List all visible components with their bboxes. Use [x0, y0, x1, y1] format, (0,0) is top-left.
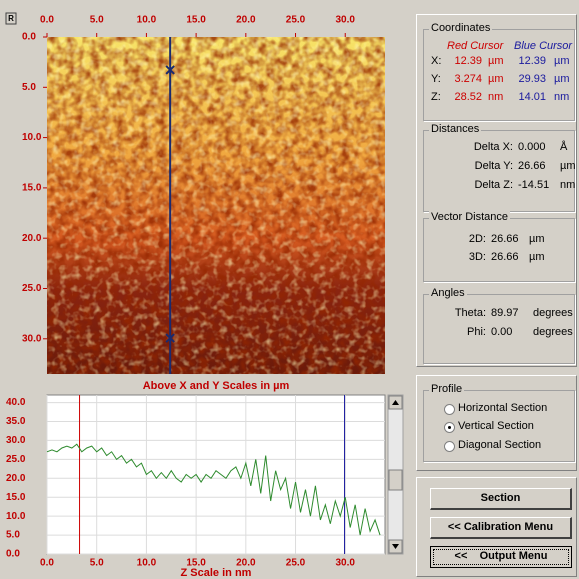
y-tick-label: 5.0 — [6, 530, 20, 541]
radio-dot — [448, 426, 451, 429]
y-tick-label: 5.0 — [22, 82, 36, 93]
radio-label[interactable]: Vertical Section — [458, 420, 534, 432]
coordinates-title: Coordinates — [429, 22, 492, 34]
image-caption: Above X and Y Scales in µm — [143, 380, 290, 392]
angles-value: 0.00 — [491, 326, 512, 338]
y-tick-label: 0.0 — [6, 549, 20, 560]
distances-title: Distances — [429, 123, 481, 135]
button[interactable]: << Output Menu — [430, 546, 572, 568]
distances-unit: nm — [560, 179, 575, 191]
vector-title: Vector Distance — [429, 211, 510, 223]
red-unit: nm — [488, 91, 503, 103]
coord-label: X: — [431, 55, 441, 67]
y-tick-label: 20.0 — [22, 233, 42, 244]
distances-value: 0.000 — [518, 141, 546, 153]
x-tick-label: 15.0 — [186, 558, 206, 569]
blue-header: Blue Cursor — [514, 40, 572, 52]
vector-distance-unit: µm — [529, 233, 545, 245]
radio-button[interactable] — [444, 404, 455, 415]
distances-label: Delta Y: — [443, 160, 513, 172]
window: R Above X and Y Scales in µm Z Scale in … — [0, 0, 579, 579]
red-header: Red Cursor — [447, 40, 503, 52]
x-tick-label: 20.0 — [236, 558, 256, 569]
x-tick-label: 20.0 — [236, 15, 256, 26]
x-tick-label: 25.0 — [286, 15, 306, 26]
distances-unit: µm — [560, 160, 576, 172]
r-button[interactable]: R — [8, 14, 14, 23]
x-tick-label: 30.0 — [336, 558, 356, 569]
angles-unit: degrees — [533, 326, 573, 338]
y-tick-label: 15.0 — [6, 492, 26, 503]
blue-value: 12.39 — [508, 55, 546, 67]
x-tick-label: 30.0 — [336, 15, 356, 26]
y-tick-label: 25.0 — [22, 283, 42, 294]
vector-distance-label: 3D: — [416, 251, 486, 263]
x-tick-label: 10.0 — [137, 558, 157, 569]
x-tick-label: 15.0 — [186, 15, 206, 26]
blue-unit: nm — [554, 91, 569, 103]
y-tick-label: 0.0 — [22, 32, 36, 43]
image-and-profile: R Above X and Y Scales in µm Z Scale in … — [0, 0, 410, 579]
y-tick-label: 15.0 — [22, 183, 42, 194]
button[interactable]: Section — [430, 488, 572, 510]
angles-unit: degrees — [533, 307, 573, 319]
y-tick-label: 20.0 — [6, 473, 26, 484]
y-tick-label: 10.0 — [6, 511, 26, 522]
red-value: 28.52 — [444, 91, 482, 103]
x-tick-label: 5.0 — [90, 558, 104, 569]
x-tick-label: 10.0 — [137, 15, 157, 26]
radio-label[interactable]: Horizontal Section — [458, 402, 547, 414]
y-tick-label: 40.0 — [6, 397, 26, 408]
blue-unit: µm — [554, 73, 570, 85]
vector-distance-label: 2D: — [416, 233, 486, 245]
blue-value: 14.01 — [508, 91, 546, 103]
blue-value: 29.93 — [508, 73, 546, 85]
profile-title: Profile — [429, 383, 464, 395]
blue-unit: µm — [554, 55, 570, 67]
red-value: 12.39 — [444, 55, 482, 67]
red-value: 3.274 — [444, 73, 482, 85]
y-tick-label: 35.0 — [6, 416, 26, 427]
coord-label: Z: — [431, 91, 441, 103]
radio-button[interactable] — [444, 422, 455, 433]
scroll-thumb[interactable] — [389, 470, 402, 490]
vector-distance-value: 26.66 — [491, 251, 519, 263]
distances-value: 26.66 — [518, 160, 546, 172]
button[interactable]: << Calibration Menu — [430, 517, 572, 539]
vector-distance-value: 26.66 — [491, 233, 519, 245]
y-tick-label: 30.0 — [6, 435, 26, 446]
y-tick-label: 25.0 — [6, 454, 26, 465]
angles-value: 89.97 — [491, 307, 519, 319]
radio-button[interactable] — [444, 441, 455, 452]
distances-value: -14.51 — [518, 179, 549, 191]
x-tick-label: 5.0 — [90, 15, 104, 26]
x-tick-label: 0.0 — [40, 15, 54, 26]
distances-label: Delta Z: — [443, 179, 513, 191]
profile-plot-area — [47, 395, 385, 554]
x-axis-label: Z Scale in nm — [181, 567, 252, 579]
vector-group: Vector Distance — [423, 218, 575, 282]
distances-unit: Å — [560, 141, 567, 153]
red-unit: µm — [488, 55, 504, 67]
distances-label: Delta X: — [443, 141, 513, 153]
radio-label[interactable]: Diagonal Section — [458, 439, 541, 451]
y-tick-label: 10.0 — [22, 132, 42, 143]
x-tick-label: 0.0 — [40, 558, 54, 569]
coord-label: Y: — [431, 73, 441, 85]
afm-highlights — [47, 37, 385, 374]
red-unit: µm — [488, 73, 504, 85]
angles-title: Angles — [429, 287, 467, 299]
vector-distance-unit: µm — [529, 251, 545, 263]
angles-label: Theta: — [416, 307, 486, 319]
angles-label: Phi: — [416, 326, 486, 338]
y-tick-label: 30.0 — [22, 333, 42, 344]
x-tick-label: 25.0 — [286, 558, 306, 569]
